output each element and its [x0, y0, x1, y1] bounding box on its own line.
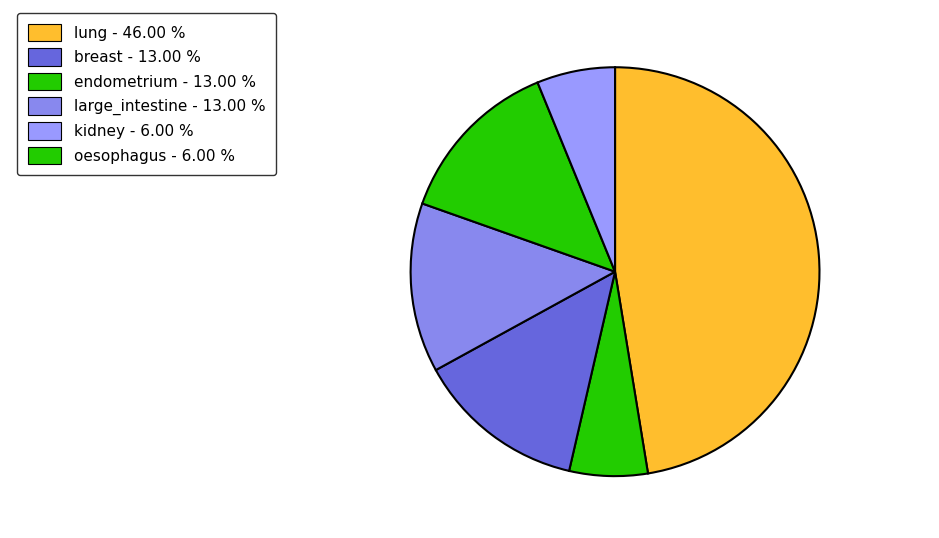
Wedge shape [410, 203, 615, 370]
Legend: lung - 46.00 %, breast - 13.00 %, endometrium - 13.00 %, large_intestine - 13.00: lung - 46.00 %, breast - 13.00 %, endome… [17, 13, 276, 175]
Wedge shape [423, 82, 615, 272]
Wedge shape [569, 272, 648, 476]
Wedge shape [615, 67, 820, 473]
Wedge shape [537, 67, 615, 272]
Wedge shape [436, 272, 615, 471]
